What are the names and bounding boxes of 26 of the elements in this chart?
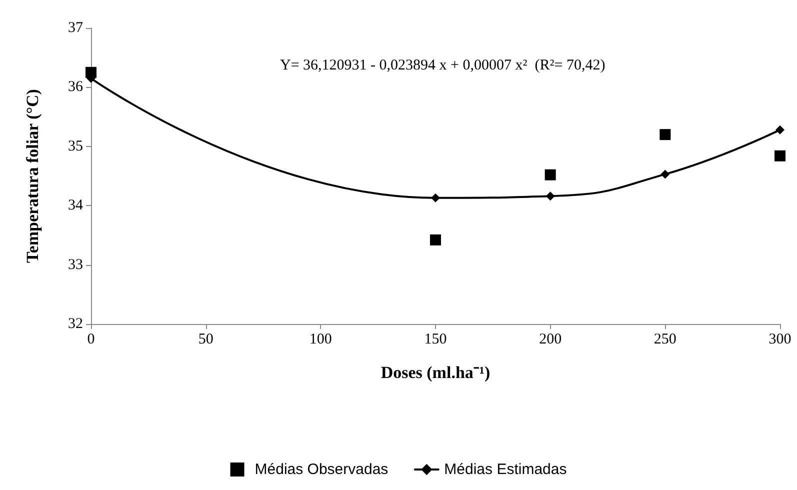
y-tick-label: 37 (68, 20, 84, 36)
point (774, 150, 786, 162)
x-tick-label: 300 (768, 332, 792, 348)
point (660, 170, 670, 179)
y-tick-label: 32 (68, 316, 83, 332)
x-tick-label: 200 (539, 332, 562, 348)
y-tick-label: 36 (68, 79, 84, 96)
x-tick-label: 100 (309, 332, 332, 348)
y-tick-label: 35 (68, 138, 83, 154)
point (544, 169, 556, 180)
legend-label: Médias Estimadas (444, 461, 567, 478)
y-tick-label: 33 (68, 256, 83, 273)
y-tick-label: 34 (68, 198, 84, 214)
legend-label: Médias Observadas (254, 461, 388, 478)
x-tick-label: 50 (198, 332, 214, 348)
point (430, 234, 441, 246)
x-tick-label: 150 (424, 332, 447, 348)
point (776, 125, 784, 134)
point (431, 193, 440, 202)
point (546, 192, 555, 201)
x-tick-label: 250 (654, 332, 676, 348)
x-tick-label: 0 (87, 332, 95, 348)
y-axis-title: Temperatura foliar (°C) (23, 89, 42, 263)
point (660, 129, 671, 140)
annotation: Y= 36,120931 - 0,023894 x + 0,00007 x² (R²= 70,42) (280, 58, 606, 74)
x-axis-title: Doses (ml.ha⁻¹) (380, 363, 490, 382)
